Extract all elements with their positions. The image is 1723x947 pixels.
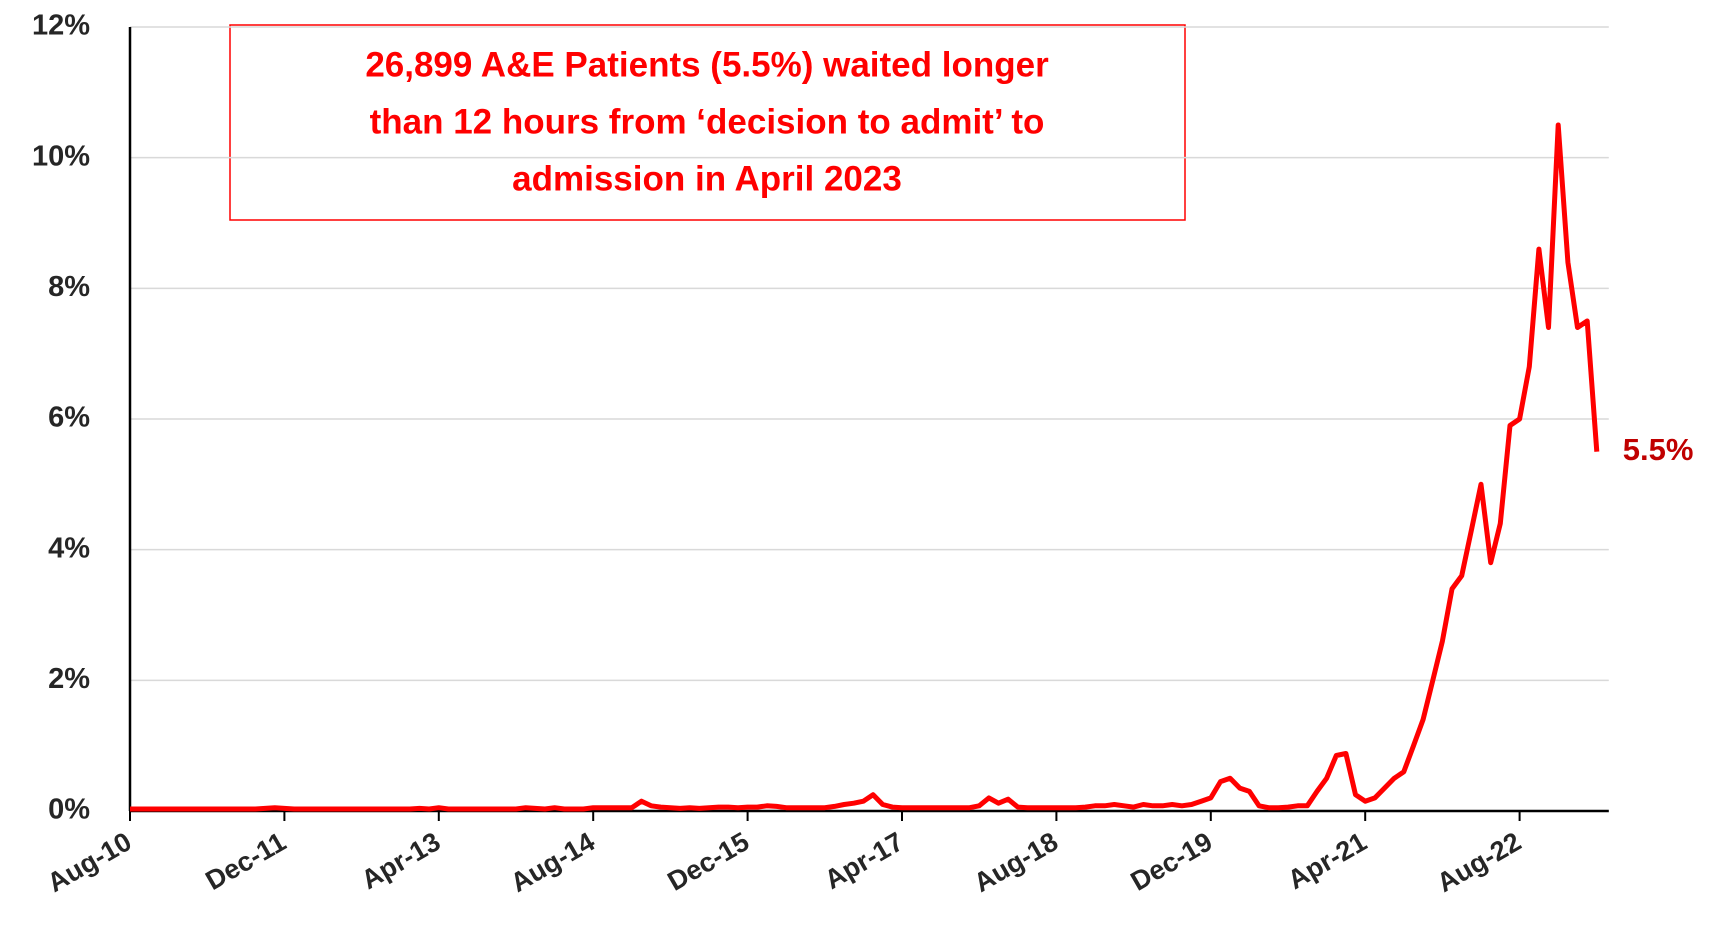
x-tick-label: Aug-10 bbox=[42, 826, 136, 898]
x-tick-label: Apr-21 bbox=[1283, 826, 1372, 895]
annotation-box bbox=[229, 24, 1186, 221]
x-tick-label: Apr-13 bbox=[356, 826, 445, 895]
x-tick-label: Apr-17 bbox=[819, 826, 908, 895]
x-tick-label: Aug-18 bbox=[969, 826, 1063, 898]
y-tick-label: 6% bbox=[48, 402, 90, 434]
line bbox=[130, 122, 1600, 812]
y-tick-label: 2% bbox=[48, 663, 90, 695]
x-tick-label: Aug-22 bbox=[1432, 826, 1526, 898]
annotation: than 12 hours from ‘decision to admit’ t… bbox=[370, 102, 1045, 141]
value-label: 5.5% bbox=[1623, 432, 1694, 467]
y-tick-label: 12% bbox=[32, 10, 90, 42]
annotation: admission in April 2023 bbox=[512, 159, 902, 198]
x-tick-label: Dec-19 bbox=[1126, 826, 1218, 896]
x-tick-label: Dec-15 bbox=[662, 826, 754, 896]
y-tick-label: 0% bbox=[48, 794, 90, 826]
x-tick-label: Aug-14 bbox=[506, 826, 600, 898]
y-tick-label: 8% bbox=[48, 271, 90, 303]
y-tick-label: 10% bbox=[32, 140, 90, 172]
x-tick-label: Dec-11 bbox=[201, 826, 291, 896]
y-tick-label: 4% bbox=[48, 532, 90, 564]
annotation: 26,899 A&E Patients (5.5%) waited longer bbox=[365, 45, 1049, 84]
